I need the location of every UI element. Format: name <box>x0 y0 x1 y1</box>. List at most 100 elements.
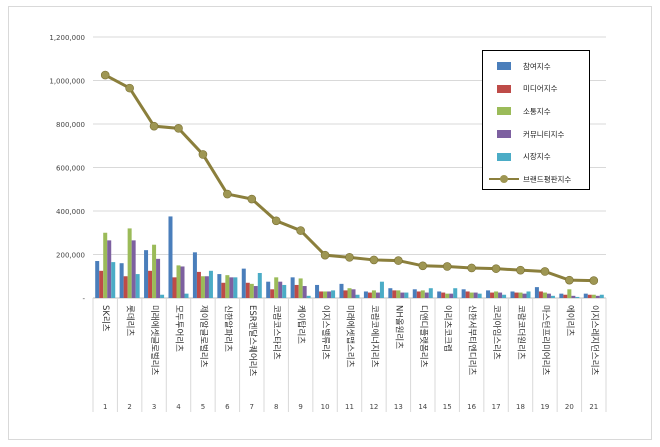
x-category-label: ESR켄달스퀘어리츠 <box>247 305 258 377</box>
bar <box>449 293 454 298</box>
bar <box>498 292 503 298</box>
bar <box>274 277 279 298</box>
y-tick-label: 400,000 <box>56 208 85 216</box>
bar <box>347 288 352 298</box>
legend-label: 미디어지수 <box>523 84 558 94</box>
bar <box>595 295 600 298</box>
bar <box>160 294 165 298</box>
legend-item: 참여지수 <box>489 55 589 78</box>
x-number-label: 6 <box>225 403 230 411</box>
legend-swatch-icon <box>489 173 519 185</box>
x-number-label: 1 <box>103 403 107 411</box>
x-number-label: 20 <box>565 403 574 411</box>
line-point <box>271 216 281 226</box>
bar <box>591 294 596 298</box>
bar <box>546 293 551 298</box>
bar <box>221 282 226 298</box>
y-tick-label: 1,200,000 <box>49 34 85 42</box>
x-category-label: 이리츠코크렙 <box>442 305 453 352</box>
x-number-label: 21 <box>589 403 598 411</box>
x-category-label: 이지스밸류리츠 <box>320 305 331 360</box>
bar <box>270 289 275 298</box>
bar <box>204 276 209 298</box>
bar <box>461 289 466 298</box>
bar <box>526 291 531 298</box>
x-number-label: 16 <box>467 403 476 411</box>
bar <box>245 282 250 298</box>
bar <box>184 293 189 298</box>
x-number-label: 12 <box>369 403 378 411</box>
x-number-label: 4 <box>176 403 181 411</box>
bar <box>375 292 380 298</box>
bar <box>302 286 307 298</box>
line-point <box>345 253 354 262</box>
bar <box>135 274 140 298</box>
bar <box>152 244 157 298</box>
bar <box>428 288 433 298</box>
x-category-label: 마스턴프리미어리츠 <box>540 305 551 376</box>
legend-label: 시장지수 <box>523 152 551 162</box>
bar <box>477 293 482 298</box>
bar <box>490 292 495 298</box>
bar <box>148 270 153 298</box>
bar <box>453 288 458 298</box>
bar <box>339 283 344 298</box>
bar <box>127 228 132 298</box>
bar <box>111 262 116 298</box>
bar <box>131 240 136 298</box>
bar <box>343 290 348 298</box>
line-point <box>247 194 257 204</box>
x-number-label: 5 <box>201 403 205 411</box>
bar <box>253 286 258 298</box>
x-category-label: 코람코스타리츠 <box>271 305 281 360</box>
x-number-label: 18 <box>516 403 525 411</box>
x-category-label: 케이탑리츠 <box>296 305 307 344</box>
legend-label: 소통지수 <box>523 106 551 116</box>
bar <box>200 276 205 298</box>
line-point <box>565 275 574 285</box>
bar <box>290 277 295 298</box>
bar <box>441 292 446 298</box>
legend-swatch-icon <box>489 105 519 117</box>
bar <box>486 290 491 298</box>
x-category-label: SK리츠 <box>100 305 110 332</box>
bar <box>103 232 108 298</box>
bar <box>371 290 376 298</box>
bar <box>331 290 336 298</box>
line-point <box>467 263 476 273</box>
bar <box>412 289 417 298</box>
legend-label: 커뮤니티지수 <box>523 129 565 139</box>
y-tick-label: 1,000,000 <box>49 78 85 86</box>
bar <box>144 250 149 298</box>
line-point <box>100 70 110 80</box>
bar <box>176 265 181 298</box>
legend-swatch-icon <box>489 83 519 95</box>
line-point <box>516 265 525 275</box>
bar <box>379 281 384 298</box>
bar <box>241 268 246 298</box>
x-number-label: 11 <box>345 403 354 411</box>
bar <box>445 293 450 298</box>
bar <box>367 292 372 298</box>
bar <box>583 293 588 298</box>
legend-label: 브랜드평판지수 <box>523 174 572 184</box>
line-point <box>442 262 452 271</box>
x-number-label: 19 <box>540 403 549 411</box>
x-number-label: 17 <box>492 403 501 411</box>
bar <box>351 289 356 298</box>
bar <box>510 291 515 298</box>
x-category-label: 모두투어리츠 <box>174 305 185 352</box>
bar <box>514 292 519 298</box>
bar <box>249 283 254 298</box>
line-point <box>418 261 428 271</box>
bar <box>306 295 311 298</box>
x-category-label: 에이리츠 <box>564 305 575 336</box>
bar <box>229 277 234 298</box>
bar <box>388 288 393 298</box>
bar <box>473 292 478 298</box>
x-category-label: 제이알글로벌리츠 <box>198 305 209 368</box>
bar <box>225 275 230 298</box>
legend-item: 소통지수 <box>489 100 589 123</box>
bar <box>180 266 185 298</box>
line-point <box>369 255 379 265</box>
